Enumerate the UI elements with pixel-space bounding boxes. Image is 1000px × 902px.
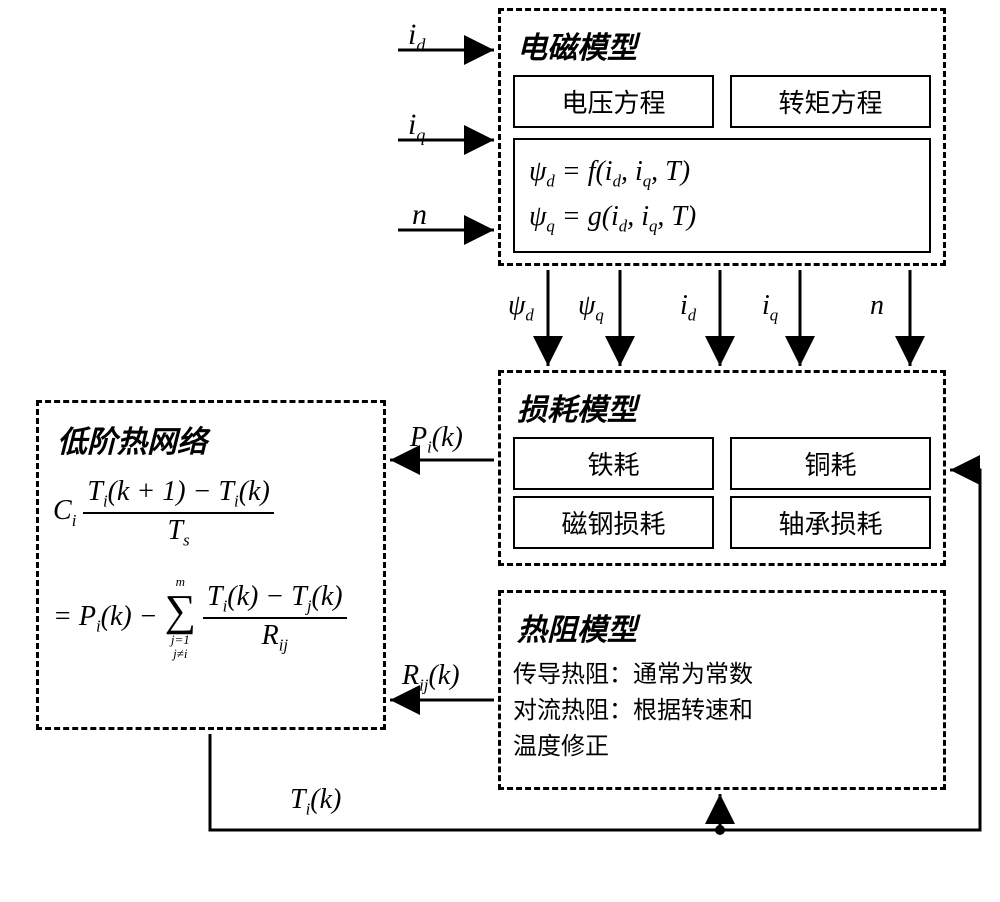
- flow-id: id: [680, 290, 696, 326]
- input-n: n: [412, 198, 433, 232]
- flow-rij: Rij(k): [402, 660, 460, 696]
- net-eq-line2: = Pi(k) − m ∑ j=1 j≠i Ti(k) − Tj(k) Rij: [53, 575, 369, 662]
- em-eq2: ψq = g(id, iq, T): [529, 195, 915, 240]
- em-model-block: 电磁模型 电压方程 转矩方程 ψd = f(id, iq, T) ψq = g(…: [498, 8, 946, 266]
- em-sub-voltage: 电压方程: [513, 75, 714, 128]
- diagram-canvas: 电磁模型 电压方程 转矩方程 ψd = f(id, iq, T) ψq = g(…: [0, 0, 1000, 902]
- flow-iq: iq: [762, 290, 778, 326]
- em-eq1: ψd = f(id, iq, T): [529, 150, 915, 195]
- therm-title: 热阻模型: [517, 605, 931, 649]
- flow-psid: ψd: [508, 290, 534, 326]
- em-sub-torque: 转矩方程: [730, 75, 931, 128]
- loss-model-block: 损耗模型 铁耗 铜耗 磁钢损耗 轴承损耗: [498, 370, 946, 566]
- thermal-network-block: 低阶热网络 Ci Ti(k + 1) − Ti(k) Ts = Pi(k) − …: [36, 400, 386, 730]
- loss-iron: 铁耗: [513, 437, 714, 490]
- flow-pi: Pi(k): [410, 422, 463, 458]
- em-title: 电磁模型: [517, 23, 931, 67]
- flow-tik: Ti(k): [290, 784, 341, 820]
- flow-psiq: ψq: [578, 290, 604, 326]
- flow-n: n: [870, 290, 884, 322]
- net-title: 低阶热网络: [57, 417, 369, 461]
- loss-bearing: 轴承损耗: [730, 496, 931, 549]
- em-eq-box: ψd = f(id, iq, T) ψq = g(id, iq, T): [513, 138, 931, 253]
- net-eq-line1: Ci Ti(k + 1) − Ti(k) Ts: [53, 475, 369, 551]
- loss-title: 损耗模型: [517, 385, 931, 429]
- therm-text: 传导热阻：通常为常数 对流热阻：根据转速和 温度修正: [513, 657, 931, 765]
- input-id: id: [408, 18, 431, 56]
- loss-copper: 铜耗: [730, 437, 931, 490]
- input-iq: iq: [408, 108, 431, 146]
- thermal-res-block: 热阻模型 传导热阻：通常为常数 对流热阻：根据转速和 温度修正: [498, 590, 946, 790]
- loss-magnet: 磁钢损耗: [513, 496, 714, 549]
